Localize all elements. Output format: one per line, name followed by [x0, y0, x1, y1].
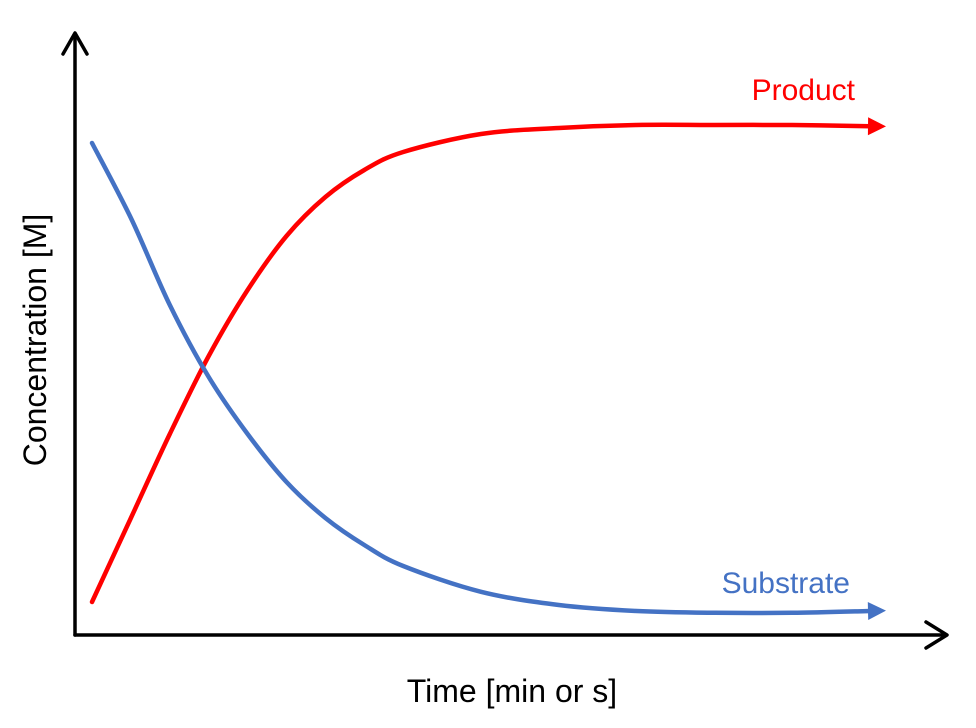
substrate-curve — [89, 140, 873, 616]
substrate-arrowhead — [867, 602, 886, 620]
y-axis-label: Concentration [M] — [17, 214, 53, 467]
x-axis-label: Time [min or s] — [407, 673, 617, 709]
x-axis-arrowhead — [924, 620, 949, 650]
y-axis-arrowhead — [61, 31, 89, 56]
series-layer: Product Substrate — [89, 74, 886, 620]
product-arrowhead — [867, 117, 886, 136]
axes — [61, 31, 949, 650]
product-label: Product — [752, 74, 856, 107]
product-curve — [89, 122, 873, 605]
substrate-label: Substrate — [722, 567, 850, 600]
